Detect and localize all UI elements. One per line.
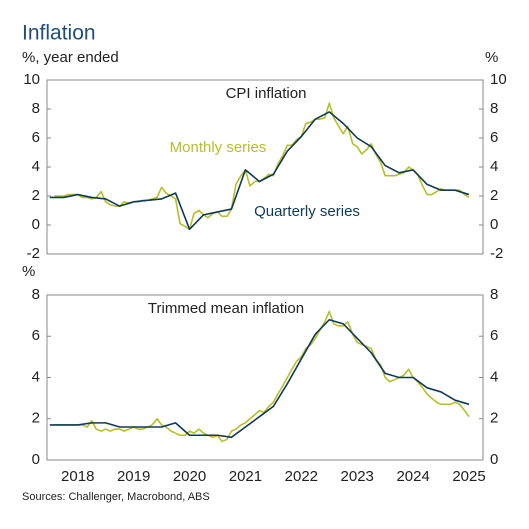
- y2-tick-label: 8: [490, 286, 498, 303]
- x-tick-label: 2023: [341, 468, 374, 485]
- x-tick-label: 2022: [285, 468, 318, 485]
- chart-title: CPI inflation: [226, 85, 307, 102]
- y-tick-label: 0: [32, 451, 40, 468]
- chart-title: Trimmed mean inflation: [148, 300, 304, 317]
- series-label: Monthly series: [170, 139, 267, 156]
- y2-tick-label: 0: [490, 216, 498, 233]
- y2-tick-label: 10: [490, 71, 507, 88]
- series-line: [49, 318, 470, 439]
- series-label: Quarterly series: [254, 203, 360, 220]
- x-tick-label: 2021: [229, 468, 262, 485]
- y2-tick-label: 4: [490, 158, 498, 175]
- x-tick-label: 2018: [61, 468, 94, 485]
- y2-tick-label: 2: [490, 410, 498, 427]
- y-axis-label: %: [22, 263, 35, 280]
- y-axis-label: %, year ended: [22, 49, 119, 66]
- series-line: [54, 310, 470, 443]
- x-tick-label: 2019: [117, 468, 150, 485]
- x-tick-label: 2025: [452, 468, 485, 485]
- y2-tick-label: 6: [490, 327, 498, 344]
- page-title: Inflation: [22, 22, 96, 45]
- y-tick-label: 2: [32, 187, 40, 204]
- y2-tick-label: -2: [490, 245, 503, 262]
- x-tick-label: 2020: [173, 468, 206, 485]
- y-tick-label: 8: [32, 100, 40, 117]
- series-line: [49, 111, 470, 231]
- y-tick-label: 6: [32, 129, 40, 146]
- x-tick-label: 2024: [396, 468, 429, 485]
- plot-frame: [46, 294, 484, 461]
- y-tick-label: -2: [27, 245, 40, 262]
- source: Sources: Challenger, Macrobond, ABS: [22, 491, 210, 503]
- y2-tick-label: 0: [490, 451, 498, 468]
- y-tick-label: 8: [32, 286, 40, 303]
- y2-tick-label: 2: [490, 187, 498, 204]
- y-tick-label: 10: [23, 71, 40, 88]
- y-tick-label: 0: [32, 216, 40, 233]
- y-tick-label: 4: [32, 368, 40, 385]
- y2-tick-label: 8: [490, 100, 498, 117]
- plot-frame: [46, 79, 484, 255]
- y2-axis-label: %: [485, 49, 498, 66]
- y2-tick-label: 4: [490, 368, 498, 385]
- y-tick-label: 2: [32, 410, 40, 427]
- y-tick-label: 6: [32, 327, 40, 344]
- y-tick-label: 4: [32, 158, 40, 175]
- y2-tick-label: 6: [490, 129, 498, 146]
